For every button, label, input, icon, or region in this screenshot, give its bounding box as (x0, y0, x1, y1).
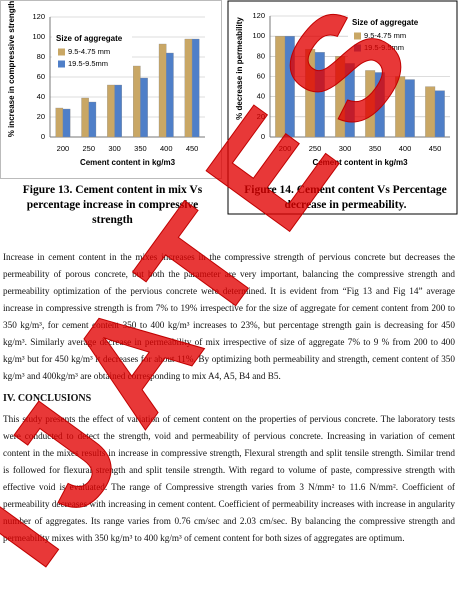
y-tick-label: 80 (37, 52, 45, 61)
body-text: Increase in cement content in the mixes … (3, 249, 455, 547)
paragraph: Increase in cement content in the mixes … (3, 252, 455, 381)
x-axis-label: Cement content in kg/m3 (80, 158, 176, 167)
bar (434, 90, 445, 138)
legend-title: Size of aggregate (352, 18, 419, 27)
legend-label: 9.5-4.75 mm (68, 47, 110, 56)
x-axis-label: Cement content in kg/m3 (312, 158, 408, 167)
legend-box (348, 14, 452, 58)
bar (314, 52, 325, 138)
bar (284, 36, 295, 138)
bar (81, 97, 89, 138)
legend-swatch (354, 32, 361, 40)
y-tick-label: 100 (32, 32, 45, 41)
bar (140, 77, 148, 138)
legend-label: 9.5-4.75 mm (364, 31, 406, 40)
legend-swatch (354, 44, 361, 52)
x-tick-label: 350 (369, 144, 382, 153)
bar (344, 63, 355, 138)
heading: IV. CONCLUSIONS (3, 393, 92, 404)
bar (404, 79, 415, 138)
x-tick-label: 400 (160, 144, 173, 153)
chart: 0 20 40 60 80 100 120 200 250 300 350 400 450 Cement … (235, 11, 452, 167)
x-tick-label: 250 (309, 144, 322, 153)
figure-frame (227, 0, 458, 215)
y-tick-label: 20 (257, 112, 265, 121)
y-tick-label: 100 (252, 31, 265, 40)
x-tick-label: 350 (134, 144, 147, 153)
legend-swatch (58, 60, 65, 68)
caption: Figure 13. Cement content in mix Vs perc… (22, 184, 203, 226)
y-axis-label: % increase in compressive strength (7, 1, 16, 138)
bar (374, 72, 385, 138)
y-tick-label: 20 (37, 112, 45, 121)
x-tick-label: 200 (279, 144, 292, 153)
x-tick-label: 400 (399, 144, 412, 153)
y-tick-label: 80 (257, 51, 265, 60)
bar (107, 84, 115, 138)
bar (166, 52, 174, 138)
y-axis-label: % decrease in permeability (235, 17, 244, 120)
caption: Figure 14. Cement content Vs Percentage … (244, 184, 447, 211)
y-tick-label: 60 (257, 71, 265, 80)
x-tick-label: 300 (108, 144, 121, 153)
y-tick-label: 40 (257, 92, 265, 101)
x-tick-label: 250 (82, 144, 95, 153)
bar (88, 101, 97, 138)
legend-swatch (58, 48, 65, 56)
chart-frame (0, 0, 222, 179)
y-tick-label: 120 (32, 12, 45, 21)
bar (184, 38, 193, 138)
bar (114, 84, 122, 138)
legend-title: Size of aggregate (56, 34, 123, 43)
x-tick-label: 200 (57, 144, 70, 153)
y-tick-label: 0 (261, 132, 265, 141)
legend-box (52, 30, 132, 76)
x-tick-label: 450 (429, 144, 442, 153)
y-tick-label: 60 (37, 72, 45, 81)
y-tick-label: 40 (37, 92, 45, 101)
bar (133, 65, 141, 138)
paragraph: This study presents the effect of variat… (3, 414, 455, 543)
y-tick-label: 0 (41, 132, 45, 141)
legend-label: 19.5-9.5mm (364, 43, 404, 52)
bar (191, 38, 200, 138)
bar (62, 108, 71, 138)
chart: 0 20 40 60 80 100 120 200 250 300 350 400 450 Cement … (0, 0, 222, 179)
x-tick-label: 300 (339, 144, 352, 153)
x-tick-label: 450 (186, 144, 199, 153)
bar (55, 107, 64, 138)
y-tick-label: 120 (252, 11, 265, 20)
legend-label: 19.5-9.5mm (68, 59, 108, 68)
bar (158, 43, 167, 138)
